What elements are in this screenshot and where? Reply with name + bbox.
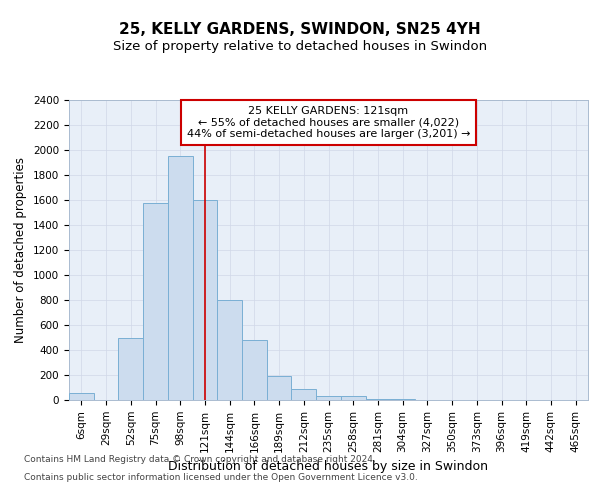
Text: Contains public sector information licensed under the Open Government Licence v3: Contains public sector information licen… [24, 473, 418, 482]
Text: Size of property relative to detached houses in Swindon: Size of property relative to detached ho… [113, 40, 487, 53]
Bar [217, 300, 242, 400]
Text: 25, KELLY GARDENS, SWINDON, SN25 4YH: 25, KELLY GARDENS, SWINDON, SN25 4YH [119, 22, 481, 38]
Bar [193, 200, 217, 400]
Text: Contains HM Land Registry data © Crown copyright and database right 2024.: Contains HM Land Registry data © Crown c… [24, 456, 376, 464]
Bar [316, 396, 341, 400]
Text: 25 KELLY GARDENS: 121sqm
← 55% of detached houses are smaller (4,022)
44% of sem: 25 KELLY GARDENS: 121sqm ← 55% of detach… [187, 106, 470, 139]
Y-axis label: Number of detached properties: Number of detached properties [14, 157, 28, 343]
Bar [242, 340, 267, 400]
X-axis label: Distribution of detached houses by size in Swindon: Distribution of detached houses by size … [169, 460, 488, 473]
Bar [168, 156, 193, 400]
Bar [365, 399, 390, 400]
Bar [118, 338, 143, 400]
Bar [143, 202, 168, 400]
Bar [390, 399, 415, 400]
Bar [267, 376, 292, 400]
Bar [69, 393, 94, 400]
Bar [292, 389, 316, 400]
Bar [341, 396, 365, 400]
